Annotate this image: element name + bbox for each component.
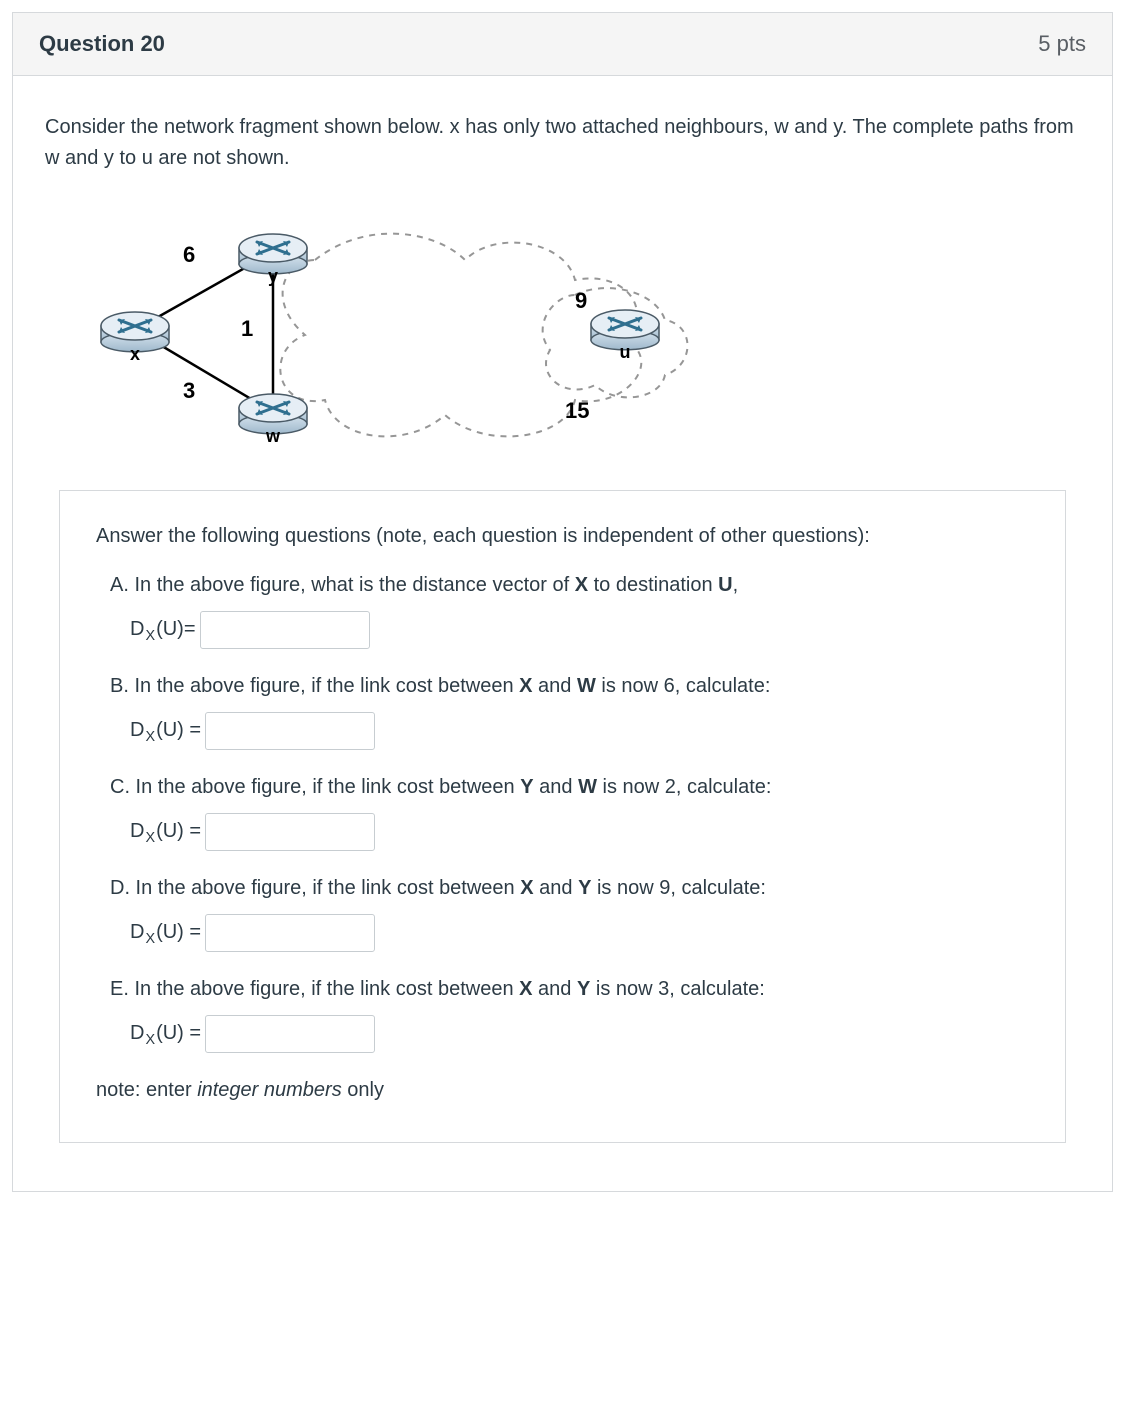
question-intro: Consider the network fragment shown belo… — [45, 112, 1080, 174]
svg-text:y: y — [268, 266, 278, 286]
part: E. In the above figure, if the link cost… — [110, 974, 1029, 1005]
answer-input-1[interactable] — [205, 712, 375, 750]
svg-text:w: w — [265, 426, 281, 446]
svg-text:1: 1 — [241, 316, 253, 341]
question-body: Consider the network fragment shown belo… — [13, 76, 1112, 1191]
svg-text:15: 15 — [565, 398, 589, 423]
svg-text:6: 6 — [183, 242, 195, 267]
answer-label: DX(U) = — [130, 917, 201, 950]
answer-label: DX(U) = — [130, 816, 201, 849]
question-card: Question 20 5 pts Consider the network f… — [12, 12, 1113, 1192]
part: C. In the above figure, if the link cost… — [110, 772, 1029, 803]
answer-row: DX(U) = — [130, 1015, 1029, 1053]
network-svg: x y w u 6 3 1 9 15 — [65, 200, 705, 450]
svg-text:9: 9 — [575, 288, 587, 313]
answer-box: Answer the following questions (note, ea… — [59, 490, 1066, 1143]
answer-input-3[interactable] — [205, 914, 375, 952]
answer-input-2[interactable] — [205, 813, 375, 851]
answer-row: DX(U) = — [130, 712, 1029, 750]
answer-input-0[interactable] — [200, 611, 370, 649]
part: B. In the above figure, if the link cost… — [110, 671, 1029, 702]
answer-input-4[interactable] — [205, 1015, 375, 1053]
answer-row: DX(U) = — [130, 813, 1029, 851]
part: A. In the above figure, what is the dist… — [110, 570, 1029, 601]
answer-lead: Answer the following questions (note, ea… — [96, 521, 1029, 552]
question-title: Question 20 — [39, 31, 165, 57]
answer-label: DX(U) = — [130, 715, 201, 748]
answer-row: DX(U)= — [130, 611, 1029, 649]
question-header: Question 20 5 pts — [13, 13, 1112, 76]
svg-text:u: u — [620, 342, 631, 362]
svg-text:3: 3 — [183, 378, 195, 403]
part: D. In the above figure, if the link cost… — [110, 873, 1029, 904]
answer-row: DX(U) = — [130, 914, 1029, 952]
question-points: 5 pts — [1038, 31, 1086, 57]
answer-label: DX(U)= — [130, 614, 196, 647]
note: note: enter integer numbers only — [96, 1075, 1029, 1106]
svg-text:x: x — [130, 344, 140, 364]
answer-label: DX(U) = — [130, 1018, 201, 1051]
network-diagram: x y w u 6 3 1 9 15 — [65, 200, 1080, 460]
